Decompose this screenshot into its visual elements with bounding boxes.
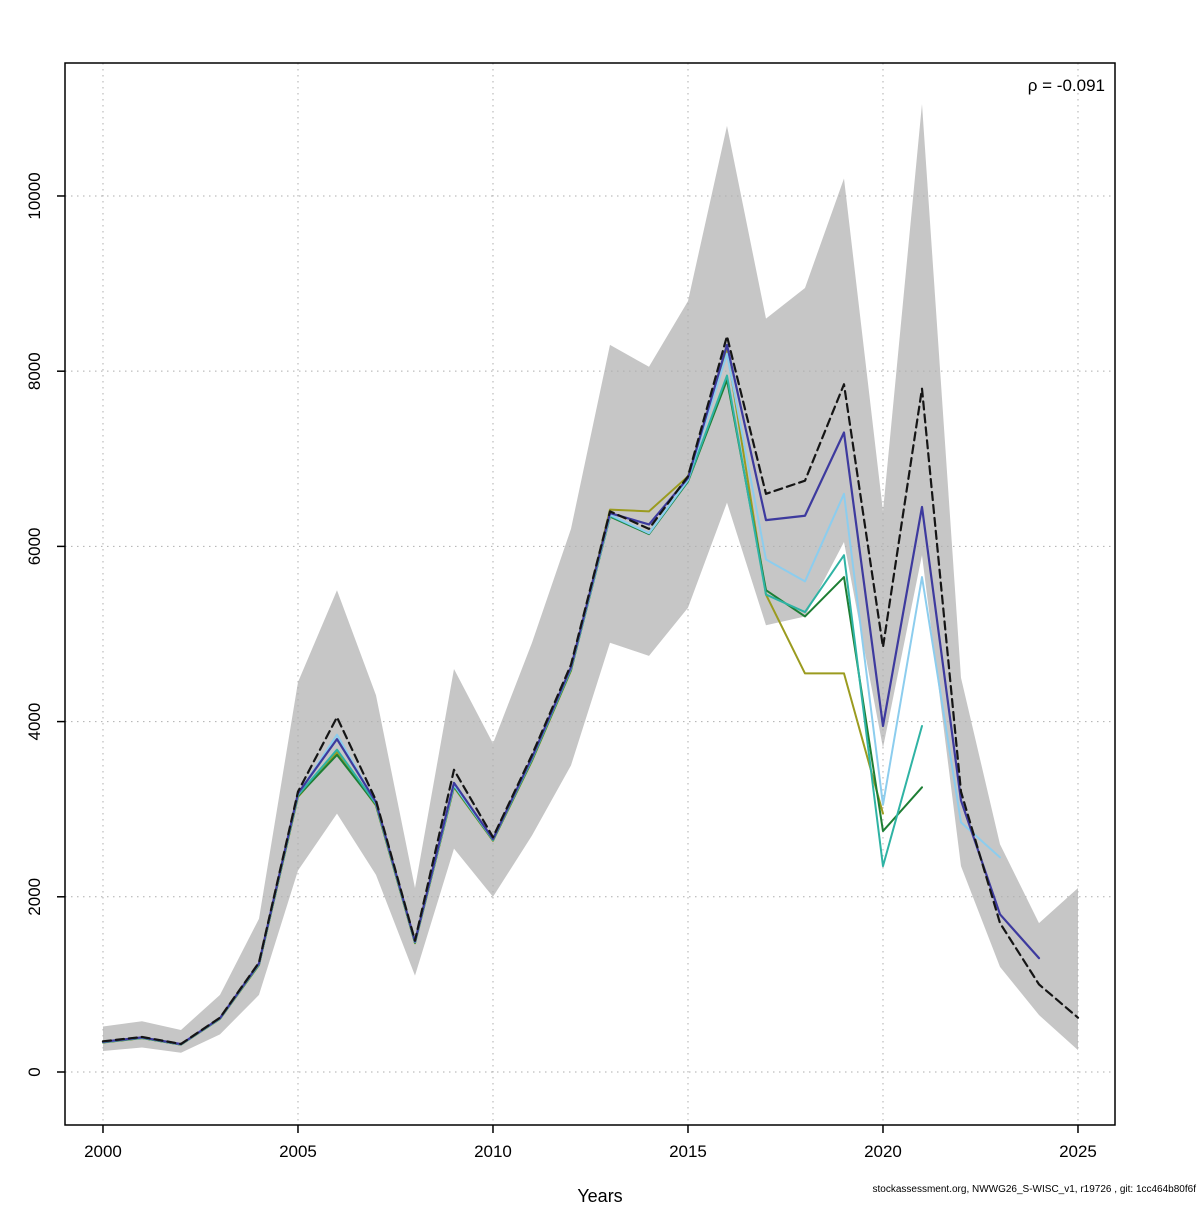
x-tick-label: 2010 bbox=[474, 1142, 512, 1161]
retro-peel-2024-purple bbox=[101, 343, 1041, 1046]
x-tick-label: 2000 bbox=[84, 1142, 122, 1161]
footer-credit: stockassessment.org, NWWG26_S-WISC_v1, r… bbox=[872, 1184, 1196, 1195]
base-run bbox=[101, 335, 1080, 1046]
y-tick-label: 6000 bbox=[25, 527, 44, 565]
y-tick-label: 10000 bbox=[25, 172, 44, 219]
y-tick-label: 4000 bbox=[25, 703, 44, 741]
plot-border bbox=[64, 62, 1116, 1126]
axes: 2000 2005 2010 2015 2020 2025 0 2000 4000 6000 800… bbox=[25, 172, 1097, 1161]
x-tick-label: 2005 bbox=[279, 1142, 317, 1161]
confidence-band bbox=[102, 103, 1078, 1053]
x-tick-label: 2020 bbox=[864, 1142, 902, 1161]
x-tick-label: 2015 bbox=[669, 1142, 707, 1161]
gridlines bbox=[65, 63, 1115, 1125]
y-tick-label: 0 bbox=[25, 1067, 44, 1076]
y-tick-label: 8000 bbox=[25, 352, 44, 390]
x-tick-label: 2025 bbox=[1059, 1142, 1097, 1161]
y-tick-label: 2000 bbox=[25, 878, 44, 916]
mohn-rho-annotation: ρ = -0.091 bbox=[1027, 76, 1105, 95]
